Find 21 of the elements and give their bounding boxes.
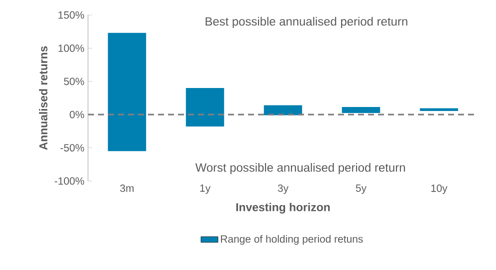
y-axis-title: Annualised returns — [38, 46, 48, 150]
y-tick-label: -50% — [60, 144, 84, 152]
y-tick-label: -100% — [54, 177, 84, 185]
y-tick-label: 0% — [70, 110, 84, 118]
bar — [264, 105, 302, 116]
x-tick-label: 5y — [356, 184, 366, 194]
y-tick-label: 50% — [64, 78, 84, 86]
y-tick-label: 100% — [58, 44, 84, 52]
x-axis-title: Investing horizon — [236, 202, 330, 214]
bar — [342, 106, 380, 113]
x-tick-label: 10y — [431, 184, 448, 194]
x-tick-label: 3y — [278, 184, 288, 194]
annotation: Best possible annualised period return — [206, 16, 408, 28]
annotation: Worst possible annualised period return — [195, 162, 405, 174]
y-tick-label: 150% — [58, 11, 84, 19]
bar — [420, 108, 458, 111]
bar — [186, 88, 224, 127]
bar — [108, 32, 146, 152]
x-tick-label: 3m — [120, 184, 134, 192]
legend-label: Range of holding period retuns — [221, 234, 363, 245]
x-tick-label: 1y — [200, 184, 210, 194]
